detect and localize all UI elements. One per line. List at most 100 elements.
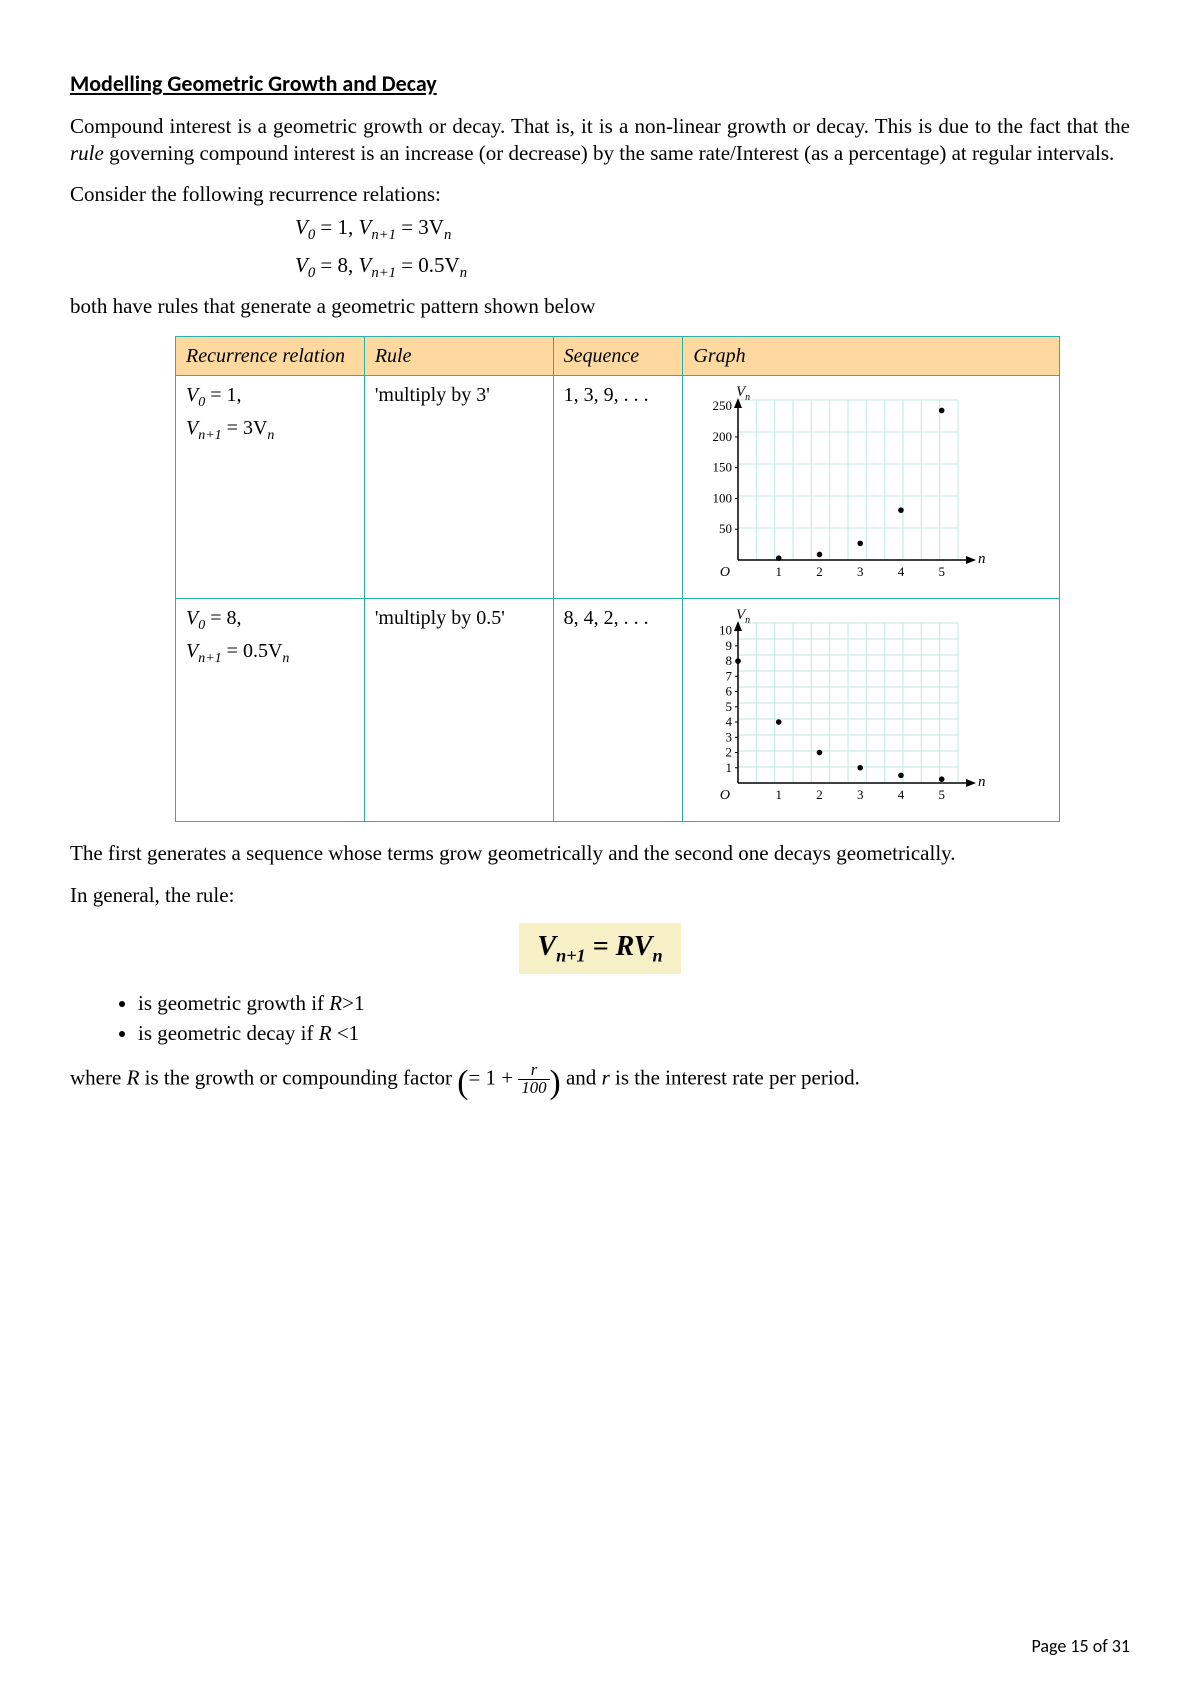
p6-paren-open: ( (457, 1064, 468, 1101)
table-header-row: Recurrence relation Rule Sequence Graph (176, 337, 1060, 376)
p6-eq: = 1 + (468, 1065, 518, 1089)
equation-1: V0 = 1, Vn+1 = 3Vn (295, 214, 1130, 245)
svg-text:1: 1 (776, 787, 783, 802)
svg-text:O: O (720, 565, 730, 580)
header-graph: Graph (683, 337, 1060, 376)
cell-recurrence: V0 = 8,Vn+1 = 0.5Vn (176, 599, 365, 822)
cell-graph: 5010015020025012345OVnn (683, 376, 1060, 599)
header-sequence: Sequence (553, 337, 683, 376)
equation-2: V0 = 8, Vn+1 = 0.5Vn (295, 252, 1130, 283)
eq2-subn1: n+1 (371, 265, 396, 281)
intro-italic-rule: rule (70, 141, 104, 165)
cell-sequence: 8, 4, 2, . . . (553, 599, 683, 822)
bullet-decay: is geometric decay if R <1 (138, 1020, 1130, 1047)
p6-and: and (561, 1065, 602, 1089)
svg-text:5: 5 (726, 699, 733, 714)
page: Modelling Geometric Growth and Decay Com… (0, 0, 1200, 1698)
page-footer: Page 15 of 31 (1032, 1635, 1131, 1658)
formula-sub-n1: n+1 (556, 946, 586, 966)
table-wrapper: Recurrence relation Rule Sequence Graph … (175, 336, 1130, 822)
svg-text:4: 4 (726, 714, 733, 729)
eq2-subn: n (460, 265, 467, 281)
eq1-subn1: n+1 (371, 228, 396, 244)
equation-block: V0 = 1, Vn+1 = 3Vn V0 = 8, Vn+1 = 0.5Vn (70, 214, 1130, 283)
bullet1-R: R (329, 991, 342, 1015)
svg-text:4: 4 (898, 564, 905, 579)
table-row: V0 = 1,Vn+1 = 3Vn'multiply by 3'1, 3, 9,… (176, 376, 1060, 599)
svg-text:10: 10 (719, 623, 732, 638)
formula: Vn+1 = RVn (519, 923, 680, 974)
svg-text:n: n (978, 551, 986, 567)
summary-paragraph: The first generates a sequence whose ter… (70, 840, 1130, 867)
p6-b: is the growth or compounding factor (139, 1065, 457, 1089)
p6-r: r (602, 1065, 610, 1089)
svg-text:2: 2 (817, 564, 824, 579)
bullet2-R: R (319, 1021, 332, 1045)
svg-text:6: 6 (726, 684, 733, 699)
svg-text:3: 3 (857, 787, 864, 802)
intro-text-2: governing compound interest is an increa… (104, 141, 1114, 165)
svg-text:n: n (978, 774, 986, 790)
eq2-V: V (295, 253, 308, 277)
svg-text:9: 9 (726, 638, 733, 653)
consider-paragraph: Consider the following recurrence relati… (70, 181, 1130, 208)
svg-text:3: 3 (726, 730, 733, 745)
cell-rule: 'multiply by 0.5' (364, 599, 553, 822)
geometric-table: Recurrence relation Rule Sequence Graph … (175, 336, 1060, 822)
formula-mid: = RV (586, 931, 653, 962)
eq2-tail2: = 0.5V (396, 253, 460, 277)
svg-text:1: 1 (776, 564, 783, 579)
eq1-V2: V (359, 215, 372, 239)
svg-text:250: 250 (713, 399, 733, 414)
eq2-V2: V (359, 253, 372, 277)
eq1-subn: n (444, 228, 451, 244)
chart-svg: 1234567891012345OVnn (693, 605, 993, 815)
svg-text:8: 8 (726, 653, 733, 668)
svg-text:5: 5 (939, 787, 946, 802)
bullet1-post: >1 (342, 991, 364, 1015)
svg-text:100: 100 (713, 491, 733, 506)
chart-svg: 5010015020025012345OVnn (693, 382, 993, 592)
svg-text:200: 200 (713, 429, 733, 444)
eq1-V: V (295, 215, 308, 239)
cell-sequence: 1, 3, 9, . . . (553, 376, 683, 599)
bullet-growth: is geometric growth if R>1 (138, 990, 1130, 1017)
bullet1-pre: is geometric growth if (138, 991, 329, 1015)
table-row: V0 = 8,Vn+1 = 0.5Vn'multiply by 0.5'8, 4… (176, 599, 1060, 822)
svg-text:5: 5 (939, 564, 946, 579)
intro-text-1: Compound interest is a geometric growth … (70, 114, 1130, 138)
svg-text:O: O (720, 788, 730, 803)
formula-box: Vn+1 = RVn (70, 923, 1130, 974)
cell-recurrence: V0 = 1,Vn+1 = 3Vn (176, 376, 365, 599)
svg-text:50: 50 (719, 522, 732, 537)
p6-frac-den: 100 (518, 1080, 549, 1097)
page-title: Modelling Geometric Growth and Decay (70, 70, 1130, 99)
eq1-tail2: = 3V (396, 215, 444, 239)
p6-tail: is the interest rate per period. (610, 1065, 860, 1089)
p6-fraction: r100 (518, 1062, 549, 1097)
formula-V: V (537, 931, 556, 962)
p6-where: where (70, 1065, 127, 1089)
in-general-paragraph: In general, the rule: (70, 882, 1130, 909)
svg-text:2: 2 (726, 745, 733, 760)
header-rule: Rule (364, 337, 553, 376)
cell-rule: 'multiply by 3' (364, 376, 553, 599)
svg-text:2: 2 (817, 787, 824, 802)
where-paragraph: where R is the growth or compounding fac… (70, 1061, 1130, 1105)
svg-text:4: 4 (898, 787, 905, 802)
p6-paren-close: ) (550, 1064, 561, 1101)
svg-text:150: 150 (713, 460, 733, 475)
eq2-tail1: = 8, (315, 253, 358, 277)
eq1-tail1: = 1, (315, 215, 358, 239)
header-recurrence: Recurrence relation (176, 337, 365, 376)
svg-text:3: 3 (857, 564, 864, 579)
intro-paragraph: Compound interest is a geometric growth … (70, 113, 1130, 168)
svg-text:1: 1 (726, 760, 733, 775)
p6-R: R (127, 1065, 140, 1089)
bullet2-pre: is geometric decay if (138, 1021, 319, 1045)
svg-text:7: 7 (726, 669, 733, 684)
bullet2-post: <1 (332, 1021, 360, 1045)
cell-graph: 1234567891012345OVnn (683, 599, 1060, 822)
both-have-paragraph: both have rules that generate a geometri… (70, 293, 1130, 320)
bullet-list: is geometric growth if R>1 is geometric … (110, 990, 1130, 1047)
